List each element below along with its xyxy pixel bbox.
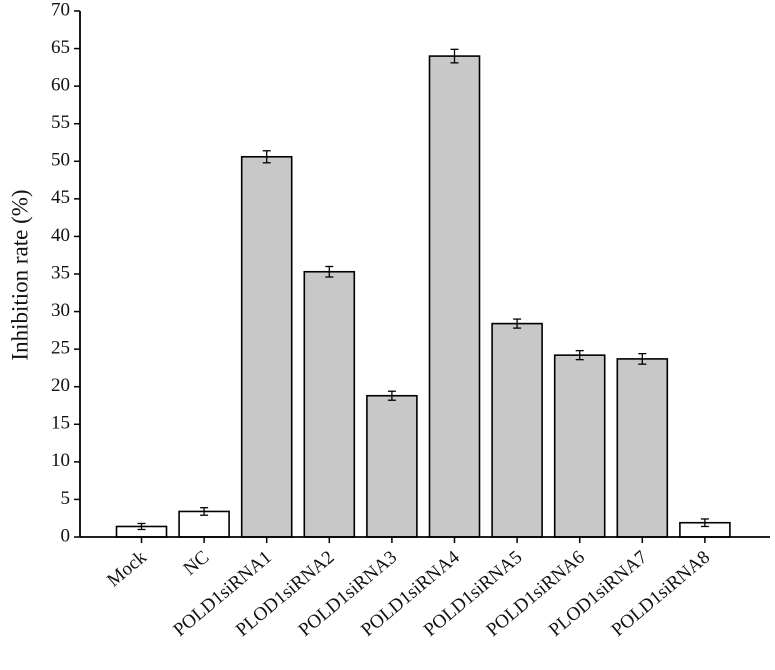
y-tick-label: 15 bbox=[51, 413, 70, 434]
y-tick-label: 35 bbox=[51, 262, 70, 283]
x-labels-layer: MockNCPOLD1siRNA1PLOD1siRNA2POLD1siRNA3P… bbox=[103, 546, 714, 640]
bar-POLD1siRNA4 bbox=[430, 56, 480, 537]
y-axis-title: Inhibition rate (%) bbox=[7, 189, 32, 360]
bars-layer bbox=[117, 56, 730, 537]
y-tick-label: 25 bbox=[51, 338, 70, 359]
y-tick-label: 60 bbox=[51, 75, 70, 96]
bar-POLD1siRNA5 bbox=[492, 324, 542, 537]
x-tick-label: Mock bbox=[103, 546, 151, 591]
bar-POLD1siRNA3 bbox=[367, 396, 417, 537]
y-tick-label: 65 bbox=[51, 37, 70, 58]
y-tick-label: 0 bbox=[61, 525, 71, 546]
y-tick-label: 45 bbox=[51, 187, 70, 208]
y-ticks-layer: 0 5 10 15 20 25 30 35 40 45 50 55 60 65 70 bbox=[51, 0, 80, 546]
y-tick-label: 5 bbox=[61, 488, 71, 509]
y-tick-label: 50 bbox=[51, 150, 70, 171]
y-tick-label: 40 bbox=[51, 225, 70, 246]
bar-POLD1siRNA6 bbox=[555, 355, 605, 537]
bar-PLOD1siRNA2 bbox=[304, 272, 354, 537]
y-axis-title-group: Inhibition rate (%) bbox=[7, 189, 32, 360]
y-tick-label: 30 bbox=[51, 300, 70, 321]
bar-POLD1siRNA1 bbox=[242, 157, 292, 537]
y-tick-label: 20 bbox=[51, 375, 70, 396]
bar-PLOD1siRNA7 bbox=[617, 359, 667, 537]
y-tick-label: 70 bbox=[51, 0, 70, 20]
y-tick-label: 10 bbox=[51, 450, 70, 471]
x-tick-label: NC bbox=[180, 547, 214, 580]
y-tick-label: 55 bbox=[51, 112, 70, 133]
